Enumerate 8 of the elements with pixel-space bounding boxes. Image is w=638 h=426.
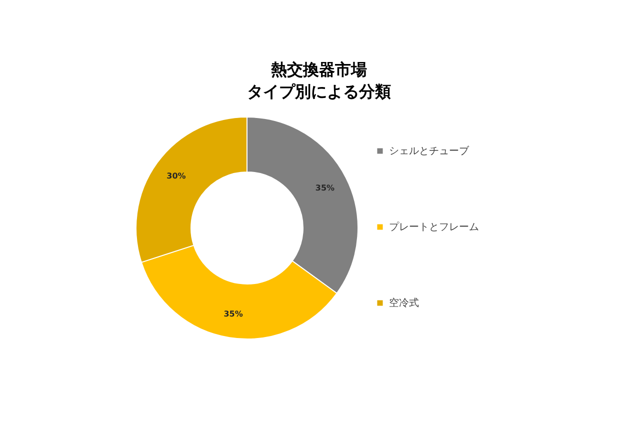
- data-label: 30%: [166, 172, 186, 181]
- legend-label: シェルとチューブ: [389, 145, 470, 157]
- legend-label: プレートとフレーム: [389, 221, 479, 233]
- text: タイプ別による分類: [247, 82, 391, 101]
- data-label: 35%: [315, 183, 335, 192]
- legend-label: 空冷式: [389, 297, 419, 309]
- text: 熱交換器市場: [271, 60, 367, 79]
- data-label: 35%: [224, 309, 243, 318]
